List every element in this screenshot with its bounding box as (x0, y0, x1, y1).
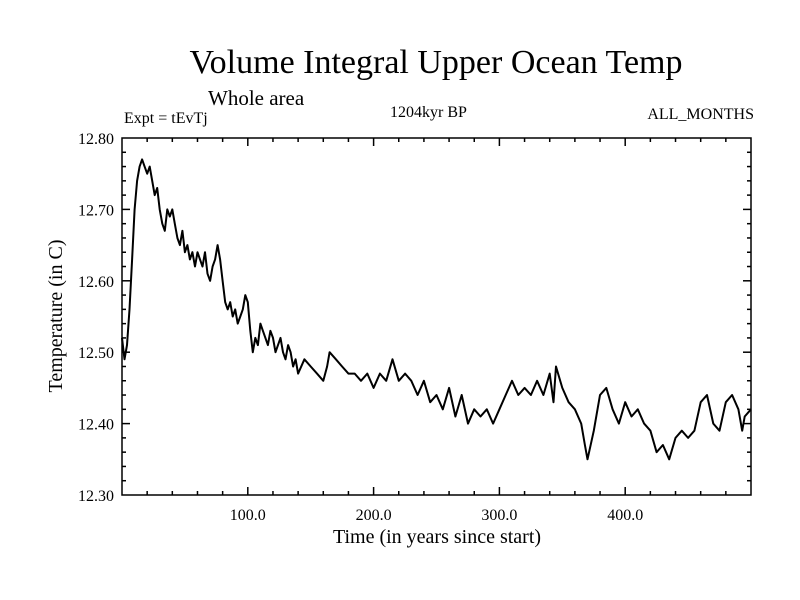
chart-subtitle: Whole area (208, 86, 305, 110)
y-tick-label: 12.80 (78, 131, 114, 148)
months-label: ALL_MONTHS (647, 106, 754, 123)
axis-tick-labels: 100.0 200.0 300.0 400.0 12.30 12.40 12.50 12.60… (78, 131, 643, 524)
y-tick-label: 12.40 (78, 417, 114, 434)
temperature-series-line (121, 158, 752, 461)
x-tick-label: 100.0 (230, 507, 266, 524)
x-tick-label: 300.0 (481, 507, 517, 524)
chart-title: Volume Integral Upper Ocean Temp (189, 44, 683, 81)
era-label: 1204kyr BP (390, 104, 467, 121)
y-tick-label: 12.70 (78, 202, 114, 219)
y-tick-label: 12.30 (78, 488, 114, 505)
experiment-label: Expt = tEvTj (124, 110, 208, 127)
x-tick-label: 200.0 (356, 507, 392, 524)
y-axis-label: Temperature (in C) (45, 240, 67, 393)
y-tick-label: 12.50 (78, 345, 114, 362)
x-tick-label: 400.0 (607, 507, 643, 524)
y-tick-label: 12.60 (78, 274, 114, 291)
axis-ticks (122, 138, 751, 495)
x-axis-label: Time (in years since start) (333, 526, 541, 548)
plot-frame (121, 137, 752, 496)
